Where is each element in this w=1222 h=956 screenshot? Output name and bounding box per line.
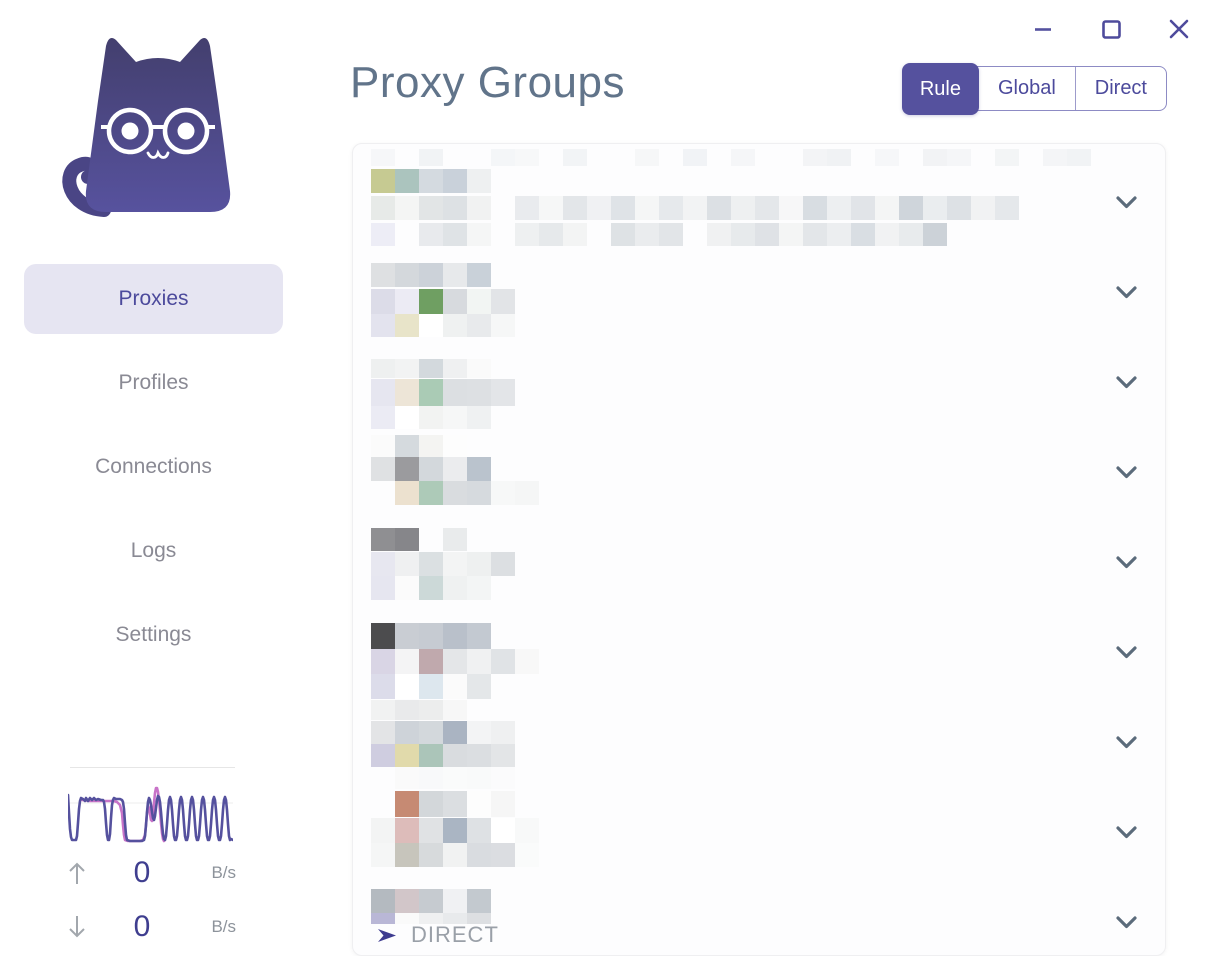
close-button[interactable]: [1166, 16, 1192, 42]
download-rate-row: 0 B/s: [66, 910, 236, 943]
redacted-proxy-text: [371, 223, 947, 246]
sidebar-nav: Proxies Profiles Connections Logs Settings: [24, 264, 283, 684]
traffic-graph: [68, 786, 233, 843]
chevron-down-icon: [1115, 825, 1137, 838]
redacted-proxy-text: [371, 552, 515, 576]
close-icon: [1169, 19, 1189, 39]
redacted-proxy-text: [371, 700, 467, 720]
traffic-divider: [70, 767, 235, 768]
expand-group-3-button[interactable]: [1110, 367, 1142, 397]
redacted-proxy-text: [371, 744, 515, 767]
download-arrow-icon: [66, 914, 88, 940]
sidebar-item-proxies[interactable]: Proxies: [24, 264, 283, 334]
redacted-proxy-text: [371, 889, 491, 913]
clash-cat-logo: [62, 38, 231, 217]
redacted-proxy-text: [371, 721, 515, 744]
redacted-proxy-text: [371, 576, 491, 600]
chevron-down-icon: [1115, 375, 1137, 388]
chevron-down-icon: [1115, 645, 1137, 658]
redacted-proxy-text: [371, 457, 491, 481]
expand-group-6-button[interactable]: [1110, 637, 1142, 667]
redacted-proxy-text: [371, 843, 539, 867]
redacted-proxy-text: [371, 169, 491, 193]
redacted-proxy-text: [371, 196, 1019, 220]
window-controls: [1030, 16, 1192, 42]
redacted-proxy-text: [371, 791, 515, 817]
sidebar-item-settings[interactable]: Settings: [115, 623, 192, 646]
redacted-proxy-text: [371, 481, 539, 505]
expand-group-8-button[interactable]: [1110, 817, 1142, 847]
primary-traffic-line: [68, 793, 233, 843]
chevron-down-icon: [1115, 195, 1137, 208]
download-value: 0: [133, 910, 151, 943]
redacted-proxy-text: [371, 314, 515, 337]
expand-group-4-button[interactable]: [1110, 457, 1142, 487]
maximize-button[interactable]: [1098, 16, 1124, 42]
redacted-proxy-text: [371, 528, 467, 551]
mode-rule-button[interactable]: Rule: [901, 63, 979, 115]
expand-group-7-button[interactable]: [1110, 727, 1142, 757]
chevron-down-icon: [1115, 465, 1137, 478]
expand-group-5-button[interactable]: [1110, 547, 1142, 577]
upload-arrow-icon: [66, 860, 88, 886]
redacted-proxy-text: [371, 913, 491, 924]
chevron-down-icon: [1115, 555, 1137, 568]
expand-group-1-button[interactable]: [1110, 187, 1142, 217]
redacted-proxy-text: [371, 649, 539, 674]
expand-group-2-button[interactable]: [1110, 277, 1142, 307]
expand-group-9-button[interactable]: [1110, 907, 1142, 937]
chevron-down-icon: [1115, 735, 1137, 748]
upload-value: 0: [133, 856, 151, 889]
maximize-icon: [1101, 19, 1121, 39]
redacted-proxy-text: [371, 263, 491, 287]
upload-rate-row: 0 B/s: [66, 856, 236, 889]
redacted-proxy-text: [371, 435, 467, 457]
proxy-item-direct[interactable]: DIRECT: [376, 922, 499, 948]
redacted-proxy-text: [371, 767, 515, 789]
redacted-proxy-text: [371, 818, 539, 843]
redacted-proxy-text: [371, 149, 1091, 166]
proxy-groups-card: DIRECT: [352, 143, 1166, 956]
minimize-button[interactable]: [1030, 16, 1056, 42]
redacted-proxy-text: [371, 406, 491, 429]
mode-global-button[interactable]: Global: [979, 67, 1075, 110]
page-title: Proxy Groups: [350, 58, 625, 107]
redacted-proxy-text: [371, 359, 491, 378]
sidebar-item-connections[interactable]: Connections: [95, 455, 212, 478]
sidebar-item-logs[interactable]: Logs: [130, 539, 177, 562]
download-unit: B/s: [211, 917, 236, 936]
sidebar: Proxies Profiles Connections Logs Settings 0…: [0, 0, 306, 956]
upload-unit: B/s: [211, 863, 236, 882]
chevron-down-icon: [1115, 285, 1137, 298]
redacted-proxy-text: [371, 289, 515, 314]
redacted-proxy-text: [371, 674, 491, 699]
redacted-proxy-text: [371, 623, 491, 649]
mode-direct-button[interactable]: Direct: [1074, 67, 1166, 110]
sidebar-item-profiles[interactable]: Profiles: [118, 371, 189, 394]
direct-proxy-label: DIRECT: [411, 922, 499, 947]
mode-toggle: Rule Global Direct: [901, 63, 1167, 115]
redacted-proxy-text: [371, 379, 515, 406]
chevron-down-icon: [1115, 915, 1137, 928]
selected-proxy-arrow-icon: [378, 928, 396, 942]
minimize-icon: [1035, 28, 1051, 31]
